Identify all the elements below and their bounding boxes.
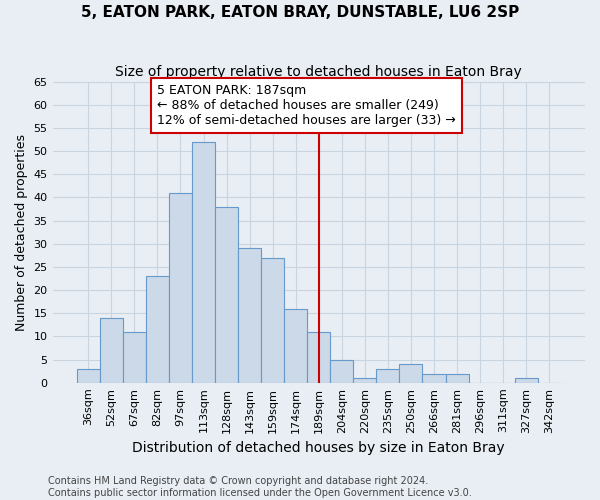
Bar xyxy=(146,276,169,383)
Title: Size of property relative to detached houses in Eaton Bray: Size of property relative to detached ho… xyxy=(115,65,522,79)
Bar xyxy=(284,308,307,383)
Bar xyxy=(192,142,215,383)
Bar xyxy=(353,378,376,383)
Bar xyxy=(307,332,330,383)
Bar xyxy=(100,318,123,383)
Bar xyxy=(446,374,469,383)
Bar xyxy=(169,193,192,383)
X-axis label: Distribution of detached houses by size in Eaton Bray: Distribution of detached houses by size … xyxy=(133,441,505,455)
Bar xyxy=(515,378,538,383)
Text: 5, EATON PARK, EATON BRAY, DUNSTABLE, LU6 2SP: 5, EATON PARK, EATON BRAY, DUNSTABLE, LU… xyxy=(81,5,519,20)
Y-axis label: Number of detached properties: Number of detached properties xyxy=(15,134,28,330)
Bar xyxy=(261,258,284,383)
Bar xyxy=(422,374,446,383)
Bar xyxy=(238,248,261,383)
Bar xyxy=(376,369,400,383)
Bar xyxy=(400,364,422,383)
Text: Contains HM Land Registry data © Crown copyright and database right 2024.
Contai: Contains HM Land Registry data © Crown c… xyxy=(48,476,472,498)
Bar xyxy=(123,332,146,383)
Bar xyxy=(77,369,100,383)
Text: 5 EATON PARK: 187sqm
← 88% of detached houses are smaller (249)
12% of semi-deta: 5 EATON PARK: 187sqm ← 88% of detached h… xyxy=(157,84,456,127)
Bar xyxy=(330,360,353,383)
Bar xyxy=(215,206,238,383)
